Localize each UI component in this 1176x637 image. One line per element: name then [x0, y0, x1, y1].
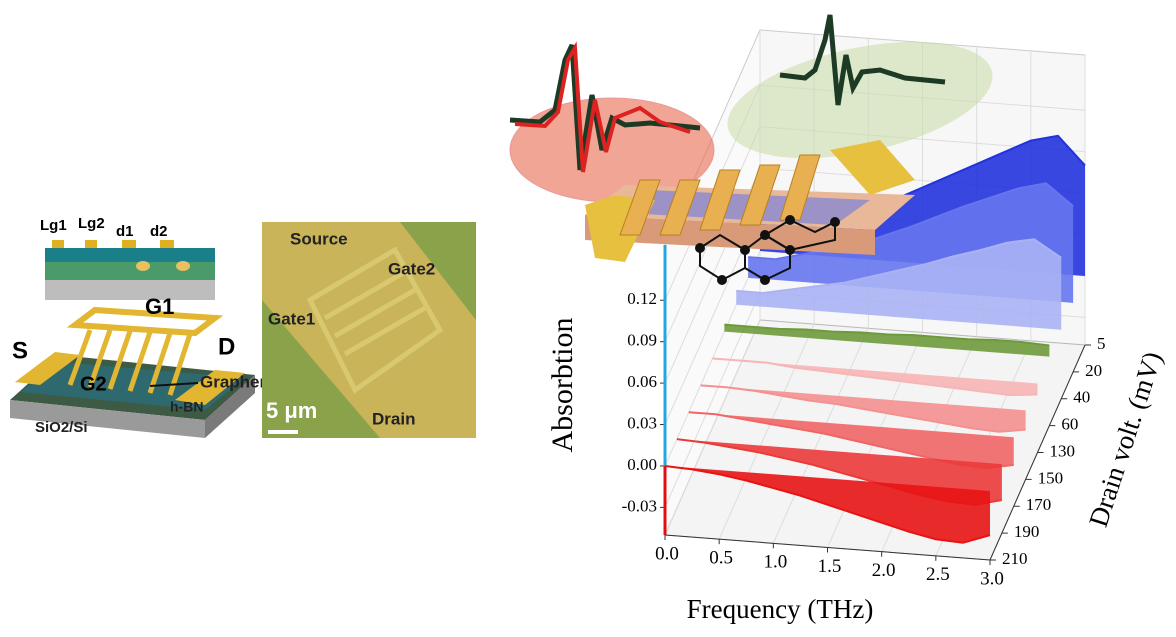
z-tick-label: 190: [1014, 522, 1040, 541]
label: d1: [116, 223, 134, 240]
label: SiO2/Si: [35, 419, 88, 436]
y-tick-label: 0.00: [627, 455, 657, 474]
y-tick-label: -0.03: [622, 496, 657, 515]
label: Gate2: [388, 259, 435, 278]
figure: Lg1 Lg2 d1 d2 G1 S D G2 Graphene h-BN Si…: [0, 0, 1176, 637]
label: 5 μm: [266, 398, 317, 423]
x-tick-label: 0.5: [709, 548, 733, 569]
label: Lg1: [40, 217, 67, 234]
x-axis-title: Frequency (THz): [687, 594, 874, 624]
z-tick-label: 210: [1002, 549, 1028, 568]
z-tick-label: 5: [1097, 334, 1106, 353]
label: Drain: [372, 409, 415, 428]
y-tick-label: 0.06: [627, 372, 657, 391]
z-tick-label: 40: [1073, 388, 1090, 407]
y-axis-title: Absorbtion: [546, 318, 579, 453]
z-tick-label: 150: [1038, 468, 1064, 487]
label: G2: [80, 373, 107, 395]
x-tick-label: 2.0: [872, 560, 896, 581]
y-tick-label: 0.03: [627, 413, 657, 432]
label: Gate1: [268, 309, 315, 328]
z-tick-label: 170: [1026, 495, 1052, 514]
page: {"left_panel": { "cross_section_labels":…: [0, 0, 1176, 637]
label: d2: [150, 223, 168, 240]
label: Source: [290, 229, 348, 248]
z-tick-label: 130: [1050, 441, 1076, 460]
x-tick-label: 2.5: [926, 564, 950, 585]
x-tick-label: 0.0: [655, 543, 679, 564]
x-tick-label: 1.5: [818, 556, 842, 577]
x-tick-label: 1.0: [763, 552, 787, 573]
cross-section: [45, 240, 215, 300]
label: S: [12, 337, 28, 364]
label: Lg2: [78, 215, 105, 232]
z-tick-label: 20: [1085, 361, 1102, 380]
x-tick-label: 3.0: [980, 568, 1004, 589]
y-tick-label: 0.09: [627, 331, 657, 350]
label: h-BN: [170, 399, 203, 415]
label: G1: [145, 294, 174, 319]
label: D: [218, 333, 235, 360]
y-tick-label: 0.12: [627, 289, 657, 308]
z-tick-label: 60: [1061, 415, 1078, 434]
